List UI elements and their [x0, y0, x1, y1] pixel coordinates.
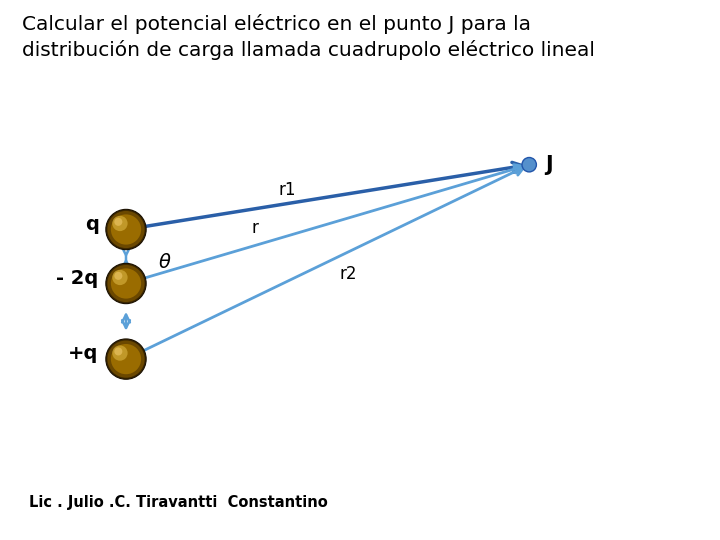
Ellipse shape	[111, 344, 141, 374]
Ellipse shape	[111, 214, 141, 245]
Ellipse shape	[112, 216, 127, 231]
Ellipse shape	[107, 341, 145, 377]
Text: distribución de carga llamada cuadrupolo eléctrico lineal: distribución de carga llamada cuadrupolo…	[22, 40, 595, 60]
Ellipse shape	[106, 210, 146, 249]
Ellipse shape	[111, 268, 141, 299]
Ellipse shape	[114, 218, 122, 226]
Ellipse shape	[114, 347, 122, 355]
Ellipse shape	[112, 346, 127, 361]
Ellipse shape	[112, 270, 127, 285]
Text: Calcular el potencial eléctrico en el punto J para la: Calcular el potencial eléctrico en el pu…	[22, 14, 531, 33]
Ellipse shape	[106, 264, 146, 303]
Text: r2: r2	[339, 265, 356, 283]
Ellipse shape	[114, 272, 122, 280]
Text: +q: +q	[68, 344, 99, 363]
Ellipse shape	[522, 158, 536, 172]
Text: J: J	[545, 154, 553, 175]
Ellipse shape	[107, 211, 145, 248]
Text: r1: r1	[279, 181, 296, 199]
Text: - 2q: - 2q	[56, 268, 99, 288]
Text: Lic . Julio .C. Tiravantti  Constantino: Lic . Julio .C. Tiravantti Constantino	[29, 495, 328, 510]
Text: q: q	[85, 214, 99, 234]
Text: r: r	[251, 219, 258, 237]
Ellipse shape	[107, 265, 145, 302]
Text: θ: θ	[158, 253, 170, 273]
Ellipse shape	[106, 339, 146, 379]
